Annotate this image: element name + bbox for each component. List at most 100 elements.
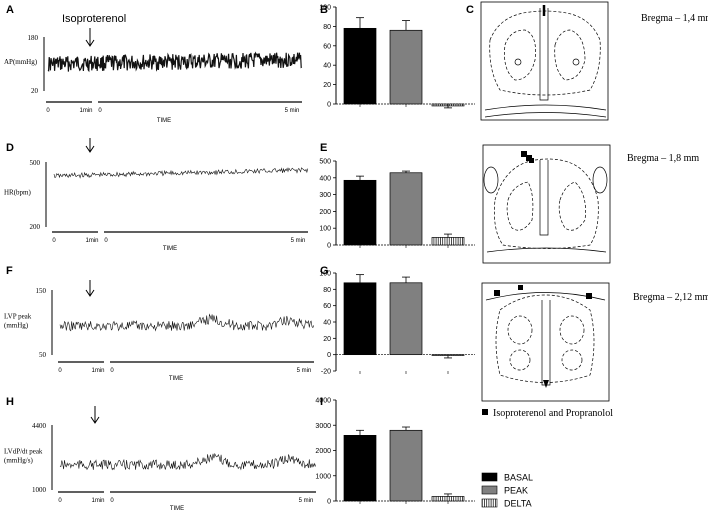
- marker-cluster-2: [521, 151, 534, 163]
- brain-section-1: [480, 1, 609, 121]
- trace-signal: [53, 167, 309, 179]
- bar-peak: [389, 282, 423, 356]
- trace-x-tick: 0: [110, 498, 114, 504]
- bar-y-tick-label: 40: [323, 63, 331, 70]
- panel-letter-i: I: [320, 396, 323, 408]
- section-dash-3: [495, 294, 595, 383]
- marker-3b: [518, 285, 523, 290]
- panel-letter-a: A: [6, 4, 14, 16]
- bar-y-tick-label: 100: [319, 5, 331, 12]
- section-frame-3: [481, 282, 610, 402]
- bar-chart-b: 0 20 40 60 80 100: [319, 5, 475, 109]
- trace-x-tick: 1min: [79, 108, 92, 114]
- trace-y-label: HR(bpm): [4, 189, 32, 197]
- trace-x-tick: 0: [104, 238, 108, 244]
- trace-y-label: (mmHg): [4, 322, 29, 330]
- trace-x-tick: 5 min: [299, 498, 314, 504]
- trace-y-label: AP(mmHg): [4, 58, 38, 66]
- marker-cluster-3: [494, 285, 592, 388]
- bar-y-tick-label: 1000: [315, 473, 331, 480]
- section-frame-1: [480, 1, 609, 121]
- bar-chart-e: 0 100 200 300 400 500: [319, 159, 475, 250]
- arrow-f: [85, 280, 95, 297]
- panel-letter-g: G: [320, 265, 329, 277]
- bar-y-tick-label: 200: [319, 209, 331, 216]
- injection-arrows: [85, 28, 100, 424]
- panel-letter-h: H: [6, 396, 14, 408]
- bar-y-tick-label: 80: [323, 24, 331, 31]
- trace-y-bottom-label: 1000: [32, 486, 47, 494]
- bar-y-tick-label: 4000: [315, 398, 331, 405]
- bar-delta: [431, 237, 465, 246]
- trace-x-title: TIME: [163, 246, 177, 252]
- trace-x-tick: 0: [58, 368, 62, 374]
- trace-x-tick: 1min: [91, 498, 104, 504]
- section-midline-3: [541, 300, 551, 386]
- section-dash-2b: [506, 181, 534, 231]
- bar-peak: [389, 29, 423, 105]
- panel-letter-c: C: [466, 4, 474, 16]
- bar-y-tick-label: 60: [323, 43, 331, 50]
- trace-x-tick: 0: [52, 238, 56, 244]
- trace-y-label: LVdP/dt peak: [4, 448, 43, 456]
- panel-letter-d: D: [6, 142, 14, 154]
- section-oval-3b: [559, 315, 585, 345]
- section-dash-1b: [504, 29, 536, 81]
- bar-y-tick-label: 0: [327, 243, 331, 250]
- trace-panel-h: 4400 1000 LVdP/dt peak(mmHg/s) 0 1min 0 5 min T…: [4, 422, 316, 512]
- bar-y-tick-label: 40: [323, 320, 331, 327]
- section-dash-1c: [554, 29, 586, 81]
- brain-section-2: [482, 144, 611, 264]
- trace-x-tick: 5 min: [291, 238, 306, 244]
- section-base-2: [486, 247, 607, 253]
- bar-y-tick-label: 3000: [315, 423, 331, 430]
- section-oval-2b: [592, 166, 608, 194]
- panel-letters: A B C D E F G H I: [6, 4, 474, 408]
- trace-y-top-label: 150: [36, 287, 47, 295]
- bar-basal: [343, 179, 377, 246]
- bar-y-tick-label: 60: [323, 303, 331, 310]
- section-midline-1: [539, 8, 549, 101]
- marker-2c: [529, 158, 534, 163]
- section-dash-1: [489, 10, 601, 96]
- trace-x-tick: 0: [110, 368, 114, 374]
- trace-y-top-label: 4400: [32, 422, 47, 430]
- legend-swatch-delta: [481, 498, 498, 508]
- trace-x-tick: 0: [46, 108, 50, 114]
- arrow-h: [90, 406, 100, 424]
- bar-basal: [343, 27, 377, 105]
- trace-panel-d: 500 200 HR(bpm) 0 1min 0 5 min TIME: [4, 159, 309, 252]
- bar-y-tick-label: 2000: [315, 448, 331, 455]
- bar-y-tick-label: 0: [327, 102, 331, 109]
- bar-chart-g: -20 0 20 40 60 80 100: [319, 271, 475, 376]
- trace-y-label: LVP peak: [4, 313, 32, 321]
- bar-y-tick-label: 0: [327, 499, 331, 506]
- bar-delta: [431, 496, 465, 502]
- isoproterenol-label: Isoproterenol: [62, 13, 126, 25]
- trace-x-tick: 5 min: [285, 108, 300, 114]
- legend-swatch-basal: [481, 472, 498, 482]
- bar-y-tick-label: 100: [319, 271, 331, 278]
- marker-3d: [543, 380, 549, 388]
- trace-signal: [59, 452, 316, 471]
- bregma-label-3: Bregma – 2,12 mm: [633, 292, 708, 303]
- trace-y-bottom-label: 20: [31, 87, 39, 95]
- section-dot-1: [514, 58, 522, 66]
- trace-y-bottom-label: 200: [30, 223, 41, 231]
- trace-panel-f: 150 50 LVP peak(mmHg) 0 1min 0 5 min TIME: [4, 287, 315, 382]
- section-frame-2: [482, 144, 611, 264]
- marker-legend-swatch: [482, 409, 488, 415]
- arrow-a: [85, 28, 95, 47]
- bar-y-tick-label: 20: [323, 82, 331, 89]
- bregma-label-2: Bregma – 1,8 mm: [627, 153, 699, 164]
- marker-3c: [586, 293, 592, 299]
- bar-y-tick-label: 100: [319, 226, 331, 233]
- bar-y-tick-label: 500: [319, 159, 331, 166]
- section-dot-1b: [572, 58, 580, 66]
- legend-swatch-peak: [481, 485, 498, 495]
- trace-x-tick: 1min: [91, 368, 104, 374]
- section-outline-1b: [484, 112, 607, 118]
- trace-y-top-label: 500: [30, 159, 41, 167]
- bar-chart-i: 0 1000 2000 3000 4000: [315, 398, 475, 506]
